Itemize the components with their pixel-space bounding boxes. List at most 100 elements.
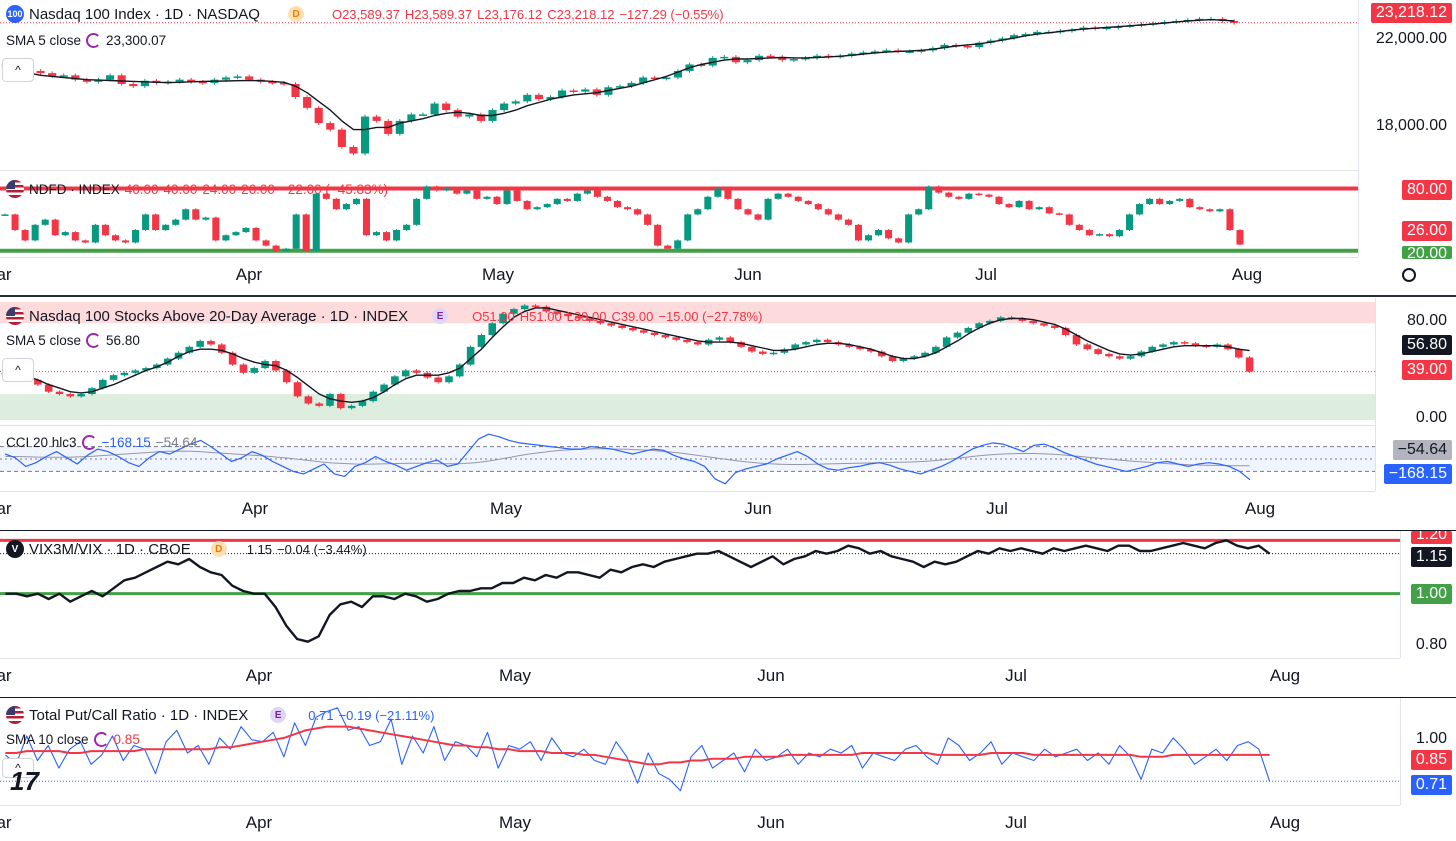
- ndfd-candle: [192, 209, 200, 220]
- nasdaq100-legend: 100 Nasdaq 100 Index · 1D · NASDAQ D O23…: [6, 5, 724, 23]
- ndfd-candle: [493, 196, 501, 205]
- pane-separator[interactable]: [0, 530, 1456, 531]
- nasdaq100-plot[interactable]: [0, 0, 1358, 257]
- nasdaq100-change: −127.29 (−0.55%): [619, 6, 724, 22]
- ndfd-candle: [704, 196, 712, 210]
- nasdaq100-candle: [407, 114, 416, 121]
- pane-nasdaq100[interactable]: 100 Nasdaq 100 Index · 1D · NASDAQ D O23…: [0, 0, 1456, 295]
- nasdaq100-candle: [198, 81, 207, 84]
- above20-candle: [347, 405, 356, 409]
- ndfd-candle: [222, 235, 230, 241]
- pane-separator[interactable]: [0, 697, 1456, 698]
- pane1-time-axis[interactable]: ar Apr May Jun Jul Aug: [0, 257, 1358, 292]
- ndfd-candle: [383, 232, 391, 241]
- cci-line: [4, 433, 1251, 485]
- nasdaq100-candle: [1021, 34, 1030, 36]
- axis-label-jul: Jul: [975, 265, 997, 284]
- nasdaq100-price-scale[interactable]: [1358, 0, 1456, 257]
- pane4-time-axis[interactable]: ar Apr May Jun Jul Aug: [0, 805, 1400, 840]
- vix-lower-level-label: 1.00: [1410, 584, 1452, 604]
- above20-candle: [412, 370, 421, 373]
- ndfd-candle: [523, 200, 531, 210]
- ndfd-candle: [433, 186, 441, 191]
- tradingview-logo[interactable]: 17: [10, 766, 39, 796]
- refresh-icon[interactable]: [81, 435, 97, 450]
- sma-name[interactable]: SMA 5 close: [6, 33, 82, 48]
- above20-candle: [358, 401, 367, 406]
- collapse-legend-button[interactable]: ^: [2, 758, 34, 778]
- above20-candle: [304, 396, 313, 404]
- above20-candle: [564, 313, 572, 317]
- put-call-title[interactable]: Total Put/Call Ratio · 1D · INDEX: [29, 706, 249, 724]
- vix-ratio-title[interactable]: VIX3M/VIX · 1D · CBOE: [29, 540, 191, 558]
- pane-put-call[interactable]: Total Put/Call Ratio · 1D · INDEX E 0.71…: [0, 698, 1456, 841]
- us-flag-icon: [6, 307, 24, 325]
- put-call-last-label: 0.71: [1410, 775, 1452, 795]
- above20-candle: [813, 339, 821, 343]
- ndfd-candle: [232, 232, 240, 236]
- dividend-event-icon[interactable]: D: [287, 6, 304, 22]
- above20-candle: [823, 339, 832, 343]
- above20-candle: [791, 344, 799, 350]
- above20-candle: [434, 377, 442, 383]
- pane-vix-ratio[interactable]: V VIX3M/VIX · 1D · CBOE D 1.15 −0.04 (−3…: [0, 531, 1456, 697]
- refresh-icon[interactable]: [93, 732, 109, 747]
- ndfd-candle: [1045, 207, 1053, 214]
- above20-candle: [34, 379, 42, 385]
- above20-candle: [1191, 343, 1200, 346]
- put-call-plot[interactable]: [0, 698, 1400, 805]
- ndfd-candle: [21, 230, 29, 241]
- above20-low: L39.00: [566, 308, 607, 324]
- ndfd-candle: [885, 230, 893, 239]
- nasdaq100-candle: [650, 77, 659, 79]
- ndfd-candle: [101, 224, 109, 236]
- ndfd-candle: [1216, 209, 1224, 212]
- collapse-legend-button[interactable]: ^: [2, 358, 34, 382]
- nasdaq100-candle: [453, 110, 462, 117]
- refresh-icon[interactable]: [86, 33, 102, 48]
- sma-name[interactable]: SMA 5 close: [6, 333, 82, 348]
- ndfd-candle: [1115, 230, 1124, 237]
- above20-candle: [499, 313, 507, 324]
- above20-plot[interactable]: [0, 298, 1375, 491]
- earnings-event-icon[interactable]: E: [270, 707, 287, 723]
- above20-candle: [694, 342, 702, 345]
- nasdaq100-title[interactable]: Nasdaq 100 Index · 1D · NASDAQ: [29, 5, 260, 23]
- nasdaq100-sma-legend: SMA 5 close 23,300.07: [6, 33, 166, 48]
- above20-candle: [629, 327, 637, 331]
- ndfd-candle: [674, 240, 682, 249]
- earnings-event-icon[interactable]: E: [432, 308, 449, 324]
- ndfd-title[interactable]: NDFD · INDEX: [29, 181, 120, 197]
- nasdaq100-candle: [500, 103, 509, 111]
- refresh-icon[interactable]: [86, 333, 102, 348]
- sma-name[interactable]: SMA 10 close: [6, 732, 89, 747]
- collapse-legend-button[interactable]: ^: [2, 58, 34, 82]
- above20-title[interactable]: Nasdaq 100 Stocks Above 20-Day Average ·…: [29, 307, 409, 325]
- cci-title[interactable]: CCI 20 hlc3: [6, 435, 77, 450]
- pane3-time-axis[interactable]: ar Apr May Jun Jul Aug: [0, 658, 1400, 693]
- ndfd-candle: [262, 240, 270, 246]
- above20-last-price-label: 39.00: [1401, 360, 1452, 380]
- cci-signal-label: −54.64: [1392, 440, 1452, 460]
- ndfd-candle: [1226, 209, 1234, 231]
- ndfd-candle: [513, 190, 521, 201]
- pane2-time-axis[interactable]: ar Apr May Jun Jul Aug: [0, 491, 1375, 526]
- nasdaq100-sma-line: [5, 19, 1235, 131]
- above20-tick-0: 0.00: [1415, 409, 1447, 426]
- above20-candle: [986, 320, 994, 324]
- vix-ratio-plot[interactable]: [0, 531, 1400, 658]
- ndfd-candle: [774, 193, 782, 199]
- dividend-event-icon[interactable]: D: [210, 541, 227, 557]
- ndfd-open: 40.00: [124, 181, 159, 197]
- ndfd-candle: [61, 232, 69, 236]
- ndfd-candle: [182, 209, 190, 220]
- nasdaq100-candle: [1009, 35, 1019, 39]
- above20-candle: [867, 349, 875, 352]
- nasdaq100-candle: [627, 82, 636, 87]
- pane-above-20day[interactable]: Nasdaq 100 Stocks Above 20-Day Average ·…: [0, 298, 1456, 530]
- above20-candle: [55, 391, 64, 395]
- ndfd-candle: [654, 224, 662, 246]
- ndfd-candle: [724, 188, 732, 199]
- pane-separator[interactable]: [0, 295, 1456, 297]
- settings-gear-icon[interactable]: [1399, 265, 1419, 285]
